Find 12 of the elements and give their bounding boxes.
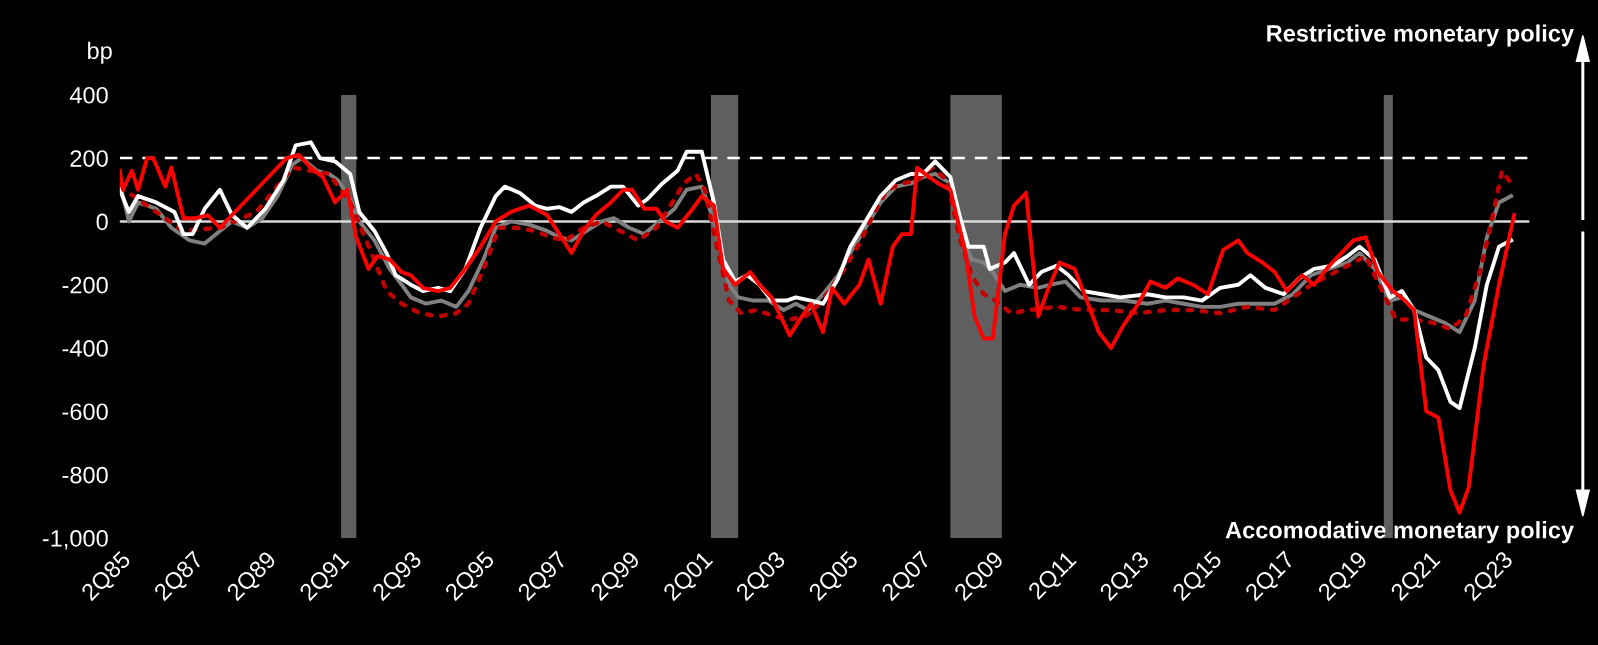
- y-tick-label: 400: [69, 86, 108, 104]
- y-tick-label: -800: [62, 466, 108, 484]
- y-axis-title: bp: [88, 41, 112, 64]
- y-tick-label: -400: [62, 340, 108, 357]
- y-tick-label: -200: [62, 276, 108, 294]
- y-tick-label: -600: [62, 403, 108, 421]
- line-series: [119, 153, 1517, 515]
- annotation: Accomodative monetary policy: [1225, 521, 1574, 544]
- y-tick-label: 200: [70, 150, 108, 167]
- text: Restrictive monetary policy: [1267, 24, 1574, 47]
- y-tick-label: -1,000: [42, 530, 108, 550]
- y-tick-label: 0: [96, 213, 108, 231]
